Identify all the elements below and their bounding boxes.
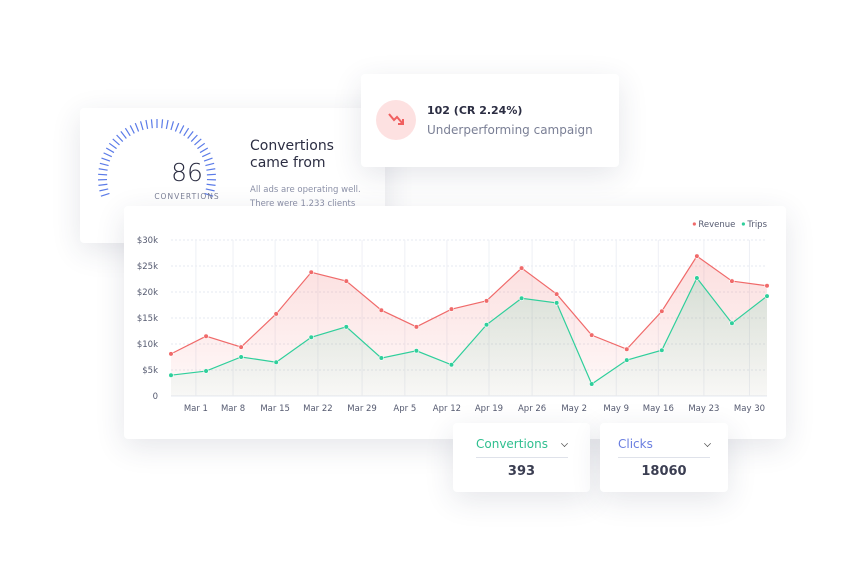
trend-icon [376, 100, 416, 140]
gauge-tick [129, 125, 135, 134]
chart-card [124, 206, 786, 439]
gauge-tick [165, 119, 169, 129]
chevron [704, 440, 711, 447]
gauge-tick [174, 122, 180, 132]
gauge-tick [161, 119, 164, 129]
gauge-tick [194, 138, 202, 146]
gauge-tick [204, 192, 214, 197]
gauge-tick [105, 147, 115, 154]
gauge-tick [139, 121, 144, 131]
gauge [98, 119, 216, 197]
gauge-tick [98, 168, 108, 171]
gauge-tick [98, 183, 108, 186]
gauge-tick [103, 152, 113, 158]
gauge-tick [134, 122, 140, 132]
gauge-tick [99, 188, 109, 192]
gauge-tick [183, 127, 190, 137]
gauge-tick [150, 119, 153, 129]
gauge-tick [112, 138, 120, 146]
dropdown-value: 393 [507, 464, 536, 479]
gauge-tick [206, 168, 216, 171]
alert-subtitle: Underperforming campaign [427, 123, 593, 137]
gauge-tick [205, 188, 215, 192]
card-title: Convertions came from [250, 138, 334, 171]
gauge-tick [201, 152, 211, 158]
chevron [561, 440, 568, 447]
gauge-tick [145, 119, 149, 129]
alert-card: 102 (CR 2.24%) Underperforming campaign [361, 74, 619, 167]
gauge-tick [206, 173, 216, 176]
gauge-tick [170, 121, 175, 131]
gauge-tick [116, 134, 124, 142]
gauge-label: CONVERTIONS [154, 192, 220, 201]
gauge-tick [190, 134, 198, 142]
gauge-tick [203, 157, 213, 162]
underline [476, 457, 568, 458]
gauge-tick [108, 142, 117, 150]
gauge-tick [179, 125, 185, 134]
dropdown-label: Convertions [476, 437, 548, 451]
gauge-tick [100, 192, 110, 197]
gauge-tick [197, 142, 206, 150]
gauge-tick [124, 127, 131, 137]
gauge-tick [199, 147, 209, 154]
dropdown-value: 18060 [641, 464, 687, 479]
underline [618, 457, 710, 458]
dropdown-label: Clicks [618, 437, 653, 451]
dropdown[interactable]: Convertions 393 [453, 423, 590, 492]
gauge-value: 86 [171, 158, 203, 187]
gauge-tick [206, 183, 216, 186]
dropdown[interactable]: Clicks 18060 [600, 423, 728, 492]
gauge-tick [187, 131, 194, 139]
gauge-tick [205, 162, 215, 167]
gauge-tick [98, 173, 108, 176]
gauge-tick [101, 157, 111, 162]
gauge-tick [99, 162, 109, 167]
alert-title: 102 (CR 2.24%) [427, 104, 523, 117]
trend-arrow [388, 113, 404, 125]
gauge-tick [120, 131, 127, 139]
